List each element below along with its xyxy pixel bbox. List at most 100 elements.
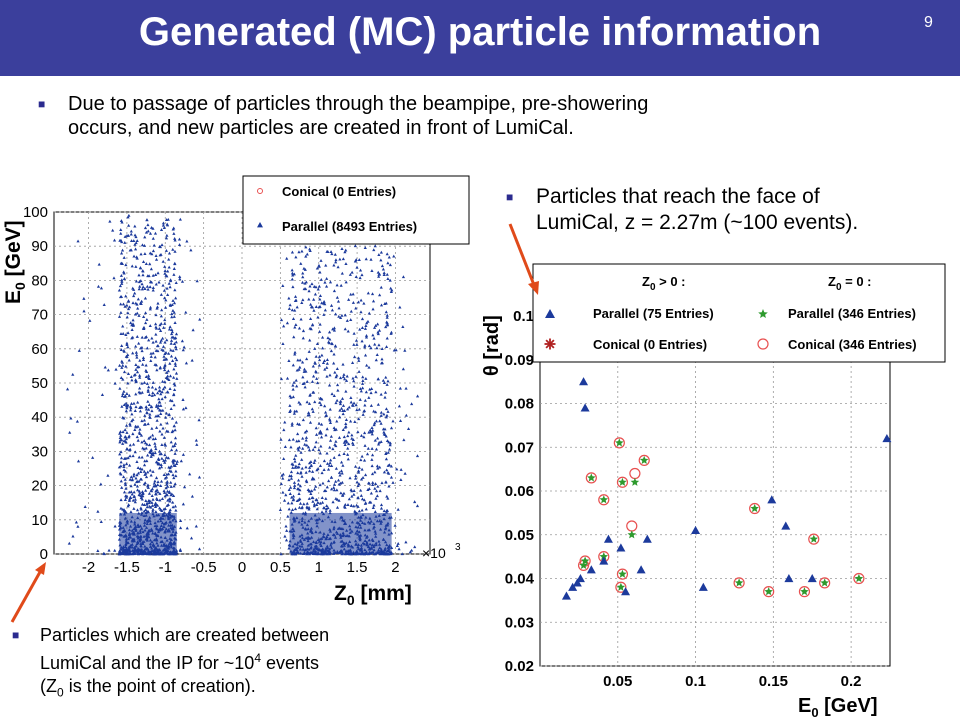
data-point-triangle <box>134 264 138 268</box>
data-point-triangle <box>354 275 358 278</box>
data-point-triangle <box>384 345 389 348</box>
data-point-triangle <box>121 430 125 434</box>
data-point-triangle <box>150 405 154 408</box>
data-point-triangle <box>153 451 157 455</box>
data-point-triangle <box>126 299 131 303</box>
data-point-triangle <box>382 271 386 275</box>
data-point-triangle <box>143 252 147 255</box>
data-point-triangle <box>320 510 324 514</box>
data-point-triangle <box>159 463 163 466</box>
data-point-triangle <box>171 473 175 477</box>
data-point-triangle <box>349 309 353 313</box>
data-point-triangle <box>122 416 126 420</box>
bullet-text: LumiCal and the IP for ~10 <box>40 653 255 673</box>
data-point-triangle <box>161 426 165 430</box>
x-tick-label: -1 <box>159 559 172 576</box>
data-point-triangle <box>137 430 141 434</box>
data-point-triangle <box>385 272 389 276</box>
data-point-triangle <box>159 338 163 342</box>
data-point-triangle <box>329 349 333 353</box>
data-point-triangle <box>171 308 175 312</box>
data-point-triangle <box>316 315 320 319</box>
y-tick-label: 60 <box>31 341 48 358</box>
data-point-triangle <box>386 496 390 500</box>
data-point-triangle <box>341 257 345 261</box>
data-point-triangle <box>385 252 389 256</box>
data-point-triangle <box>141 356 146 360</box>
data-point-triangle <box>120 486 124 489</box>
data-point-triangle <box>149 359 153 363</box>
data-point-triangle <box>130 419 134 423</box>
data-point-triangle <box>329 464 334 468</box>
data-point-triangle <box>172 484 176 488</box>
data-point-triangle <box>357 466 361 469</box>
data-point-triangle <box>337 498 341 502</box>
data-point-triangle <box>119 231 123 235</box>
data-point-triangle <box>128 443 132 447</box>
data-point-triangle <box>358 327 362 331</box>
data-point-triangle <box>174 340 178 344</box>
data-point-triangle <box>153 231 158 235</box>
data-point-triangle <box>134 363 138 366</box>
data-point-triangle <box>361 386 365 390</box>
exponent: 4 <box>254 651 261 665</box>
data-point-triangle <box>352 379 356 383</box>
data-point-triangle <box>132 495 136 499</box>
data-point-triangle <box>291 395 295 399</box>
data-point-triangle <box>118 284 123 288</box>
data-point-triangle <box>298 501 303 505</box>
data-point-triangle <box>118 386 122 390</box>
data-point-triangle <box>323 308 327 312</box>
data-point-triangle <box>143 226 148 230</box>
data-point-triangle <box>162 325 166 329</box>
data-point-triangle <box>135 473 139 477</box>
data-point-triangle <box>301 446 305 450</box>
data-point-triangle <box>172 267 176 270</box>
data-point-triangle <box>146 483 150 487</box>
data-point-triangle <box>362 431 367 435</box>
data-point-triangle <box>131 417 135 421</box>
data-point-triangle <box>308 317 313 320</box>
data-point-triangle <box>135 335 139 338</box>
title-bar <box>0 0 960 76</box>
data-point-triangle <box>378 489 382 493</box>
data-point-triangle <box>154 502 158 506</box>
data-point-triangle <box>154 273 158 276</box>
data-point-triangle <box>172 392 176 396</box>
data-point-triangle <box>173 363 178 367</box>
data-point-triangle <box>123 394 128 398</box>
data-point-triangle <box>143 311 148 315</box>
data-point-triangle <box>148 305 153 309</box>
data-point-triangle <box>131 322 135 326</box>
data-point-triangle <box>142 244 147 247</box>
data-point-triangle <box>132 490 136 494</box>
data-point-triangle <box>123 241 127 244</box>
x-tick-label: 0 <box>238 559 246 576</box>
data-point-triangle <box>341 362 345 366</box>
data-point-triangle <box>153 444 157 448</box>
data-point-triangle <box>118 471 122 475</box>
data-point-triangle <box>164 305 168 309</box>
data-point-triangle <box>125 315 129 319</box>
data-point-triangle <box>119 464 123 468</box>
data-point-triangle <box>155 306 159 310</box>
data-point-triangle <box>142 469 146 473</box>
data-point-triangle <box>163 453 167 457</box>
data-point-triangle <box>297 250 301 254</box>
data-point-triangle <box>292 457 297 460</box>
data-point-triangle <box>160 443 164 447</box>
data-point-triangle <box>139 494 143 497</box>
data-point-triangle <box>339 460 344 464</box>
data-point-triangle <box>321 361 326 364</box>
data-point-triangle <box>316 287 320 291</box>
data-point-triangle <box>142 315 146 319</box>
data-point-triangle <box>170 315 174 319</box>
data-point-triangle <box>161 408 165 412</box>
data-point-triangle <box>166 484 170 488</box>
data-point-triangle <box>133 450 137 454</box>
data-point-triangle <box>370 292 375 296</box>
data-point-triangle <box>151 340 155 344</box>
data-point-triangle <box>164 411 169 415</box>
data-point-triangle <box>118 295 123 299</box>
data-point-triangle <box>134 344 138 348</box>
